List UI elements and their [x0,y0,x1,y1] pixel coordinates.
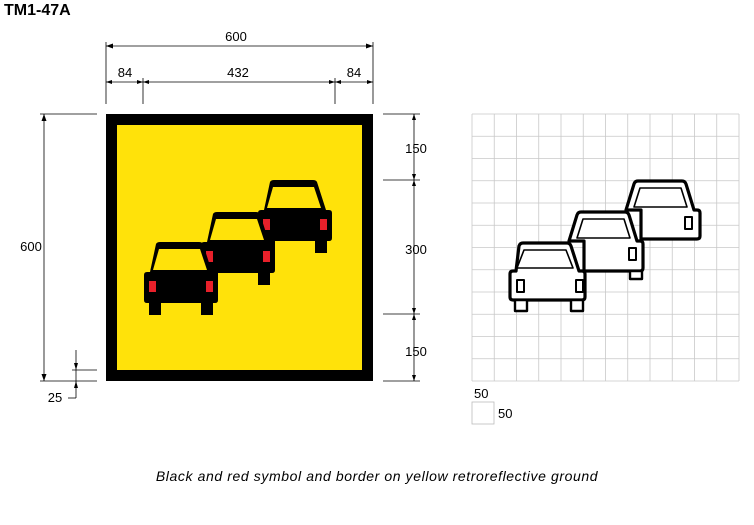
car-outline-drawing [508,179,702,313]
car-outline-front [508,241,587,313]
dim-symbol-height: 300 [405,242,427,257]
grid-legend-cell-width: 50 [474,386,488,401]
dim-left-margin: 84 [118,65,132,80]
construction-grid [471,113,740,382]
dimension-top: 600 84 432 84 [105,29,374,104]
dim-symbol-width: 432 [227,65,249,80]
car-outline-back [624,179,702,241]
dimension-right: 150 300 150 [383,113,427,382]
dimension-left: 600 25 [20,113,97,405]
sign-code-title: TM1-47A [4,2,71,19]
dim-right-margin: 84 [347,65,361,80]
dim-bottom-margin: 150 [405,344,427,359]
grid-legend-cell-height: 50 [498,406,512,421]
dim-border-width: 25 [48,390,62,405]
dim-overall-width: 600 [225,29,247,44]
car-outline-middle [567,210,645,281]
sign-panel [106,114,373,381]
dim-overall-height: 600 [20,239,42,254]
grid-legend-cell [471,401,495,425]
sign-description-caption: Black and red symbol and border on yello… [155,468,599,484]
dim-top-margin: 150 [405,141,427,156]
grid-scale-legend: 50 50 [471,386,512,425]
